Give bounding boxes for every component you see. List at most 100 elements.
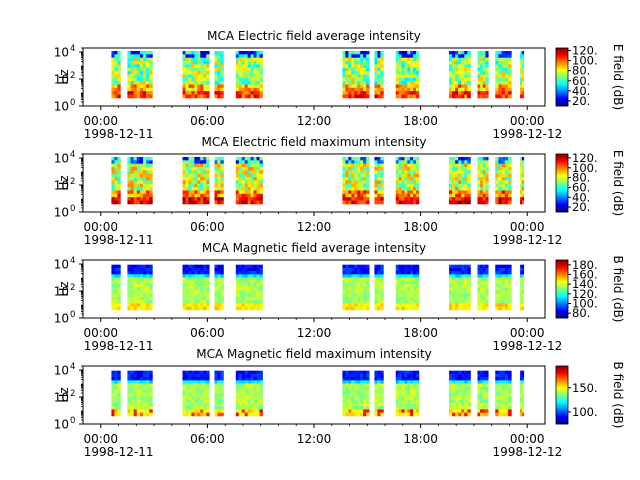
heatmap-cell bbox=[360, 160, 364, 165]
heatmap-cell bbox=[366, 370, 370, 375]
heatmap-cell bbox=[366, 193, 370, 198]
heatmap-cell bbox=[185, 386, 189, 391]
heatmap-cell bbox=[206, 412, 210, 417]
x-tick-label: 18:00 bbox=[403, 114, 438, 128]
colorbar-step bbox=[556, 284, 568, 286]
x-date-label-start: 1998-12-11 bbox=[84, 339, 154, 353]
heatmap-cell bbox=[235, 296, 240, 301]
colorbar-step bbox=[556, 295, 568, 298]
heatmap-cell bbox=[504, 50, 509, 55]
heatmap-cell bbox=[238, 380, 243, 384]
heatmap-cell bbox=[467, 284, 471, 288]
heatmap-cell bbox=[504, 390, 509, 394]
heatmap-cell bbox=[194, 180, 198, 185]
heatmap-cell bbox=[520, 377, 523, 381]
heatmap-cell bbox=[114, 274, 118, 278]
heatmap-cell bbox=[133, 200, 138, 205]
heatmap-cell bbox=[133, 409, 138, 414]
heatmap-cell bbox=[374, 197, 378, 201]
heatmap-cell bbox=[256, 77, 260, 82]
heatmap-cell bbox=[407, 267, 411, 272]
heatmap-cell bbox=[188, 267, 192, 272]
heatmap-cell bbox=[480, 406, 484, 410]
heatmap-cell bbox=[480, 74, 484, 79]
heatmap-cell bbox=[217, 160, 221, 165]
colorbar-step bbox=[556, 368, 568, 371]
heatmap-cell bbox=[139, 84, 144, 89]
heatmap-cell bbox=[235, 193, 240, 198]
heatmap-cell bbox=[220, 183, 224, 188]
heatmap-cell bbox=[501, 300, 506, 304]
heatmap-cell bbox=[200, 377, 204, 381]
heatmap-cell bbox=[482, 74, 486, 79]
heatmap-cell bbox=[415, 409, 420, 414]
colorbar-step bbox=[556, 75, 568, 77]
heatmap-cell bbox=[127, 303, 131, 308]
heatmap-cell bbox=[504, 377, 509, 381]
heatmap-cell bbox=[182, 54, 186, 59]
heatmap-cell bbox=[366, 183, 370, 188]
heatmap-cell bbox=[482, 383, 486, 388]
heatmap-cell bbox=[142, 200, 147, 205]
heatmap-cell bbox=[520, 393, 523, 397]
heatmap-cell bbox=[345, 287, 349, 291]
heatmap-cell bbox=[354, 183, 358, 188]
heatmap-cell bbox=[413, 390, 417, 394]
heatmap-cell bbox=[114, 412, 118, 417]
heatmap-cell bbox=[114, 167, 118, 171]
heatmap-cell bbox=[508, 412, 512, 417]
heatmap-cell bbox=[452, 409, 456, 414]
heatmap-cell bbox=[203, 170, 207, 175]
heatmap-cell bbox=[133, 71, 138, 75]
heatmap-cell bbox=[407, 380, 411, 384]
heatmap-cell bbox=[458, 91, 462, 95]
heatmap-cell bbox=[197, 57, 201, 62]
heatmap-cell bbox=[342, 187, 346, 191]
heatmap-cell bbox=[395, 74, 400, 79]
heatmap-cell bbox=[182, 180, 186, 185]
heatmap-cell bbox=[354, 167, 358, 171]
heatmap-cell bbox=[452, 377, 456, 381]
heatmap-cell bbox=[351, 57, 355, 62]
heatmap-cell bbox=[149, 156, 153, 161]
heatmap-cell bbox=[136, 170, 141, 175]
heatmap-cell bbox=[485, 167, 489, 171]
x-tick-label: 00:00 bbox=[83, 432, 118, 446]
heatmap-cell bbox=[415, 67, 420, 72]
heatmap-cell bbox=[504, 183, 509, 188]
heatmap-cell bbox=[111, 390, 115, 394]
heatmap-cell bbox=[214, 187, 218, 191]
heatmap-cell bbox=[342, 373, 346, 378]
heatmap-cell bbox=[410, 293, 414, 298]
heatmap-cell bbox=[139, 160, 144, 165]
heatmap-cell bbox=[127, 373, 131, 378]
heatmap-cell bbox=[366, 293, 370, 298]
heatmap-cell bbox=[259, 193, 263, 198]
heatmap-cell bbox=[380, 412, 384, 417]
heatmap-cell bbox=[345, 271, 349, 275]
heatmap-cell bbox=[133, 390, 138, 394]
heatmap-cell bbox=[194, 296, 198, 301]
heatmap-cell bbox=[247, 57, 252, 62]
heatmap-cell bbox=[244, 377, 249, 381]
heatmap-cell bbox=[111, 296, 115, 301]
heatmap-cell bbox=[380, 274, 384, 278]
heatmap-cell bbox=[241, 290, 246, 295]
heatmap-cell bbox=[508, 284, 512, 288]
heatmap-cell bbox=[407, 71, 411, 75]
heatmap-cell bbox=[235, 377, 240, 381]
heatmap-cell bbox=[206, 274, 210, 278]
heatmap-cell bbox=[413, 177, 417, 181]
heatmap-cell bbox=[191, 303, 195, 308]
heatmap-cell bbox=[410, 57, 414, 62]
heatmap-cell bbox=[398, 64, 402, 69]
heatmap-cell bbox=[247, 180, 252, 185]
heatmap-cell bbox=[146, 190, 150, 195]
heatmap-cell bbox=[354, 370, 358, 375]
heatmap-cell bbox=[452, 277, 456, 282]
heatmap-cell bbox=[401, 61, 405, 65]
heatmap-cell bbox=[188, 380, 192, 384]
heatmap-cell bbox=[114, 177, 118, 181]
heatmap-cell bbox=[185, 293, 189, 298]
heatmap-cell bbox=[188, 399, 192, 404]
